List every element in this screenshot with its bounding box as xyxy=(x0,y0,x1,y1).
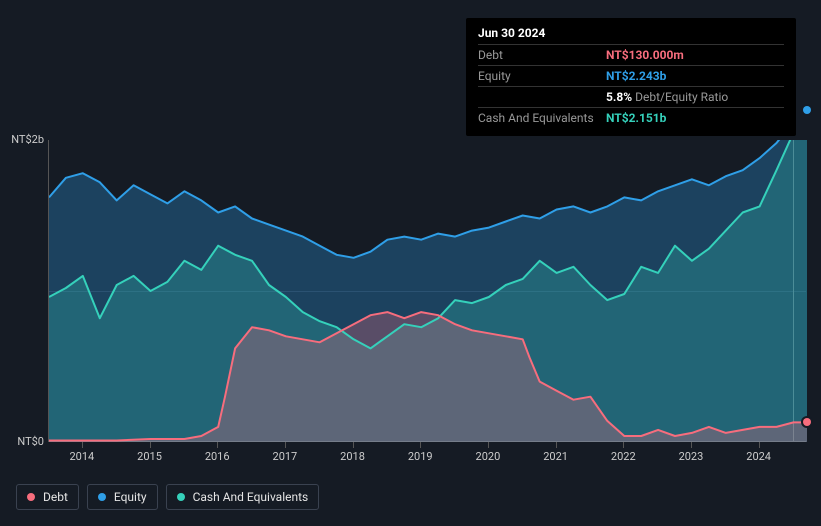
x-axis-label: 2019 xyxy=(408,450,433,463)
x-axis-label: 2021 xyxy=(543,450,568,463)
legend-item-cash-and-equivalents[interactable]: Cash And Equivalents xyxy=(166,484,320,510)
y-axis-label: NT$0 xyxy=(4,435,44,448)
legend-item-label: Cash And Equivalents xyxy=(193,490,309,504)
tooltip-row: Cash And EquivalentsNT$2.151b xyxy=(478,108,784,128)
x-axis-tick xyxy=(759,442,760,448)
x-axis-tick xyxy=(488,442,489,448)
series-end-marker xyxy=(803,106,811,114)
x-axis-label: 2016 xyxy=(205,450,230,463)
x-axis-tick xyxy=(623,442,624,448)
x-axis-tick xyxy=(285,442,286,448)
tooltip-row: DebtNT$130.000m xyxy=(478,45,784,66)
x-axis-label: 2014 xyxy=(69,450,94,463)
tooltip-row-value: NT$2.243b xyxy=(606,69,666,83)
x-axis-tick xyxy=(82,442,83,448)
tooltip-row-label: Cash And Equivalents xyxy=(478,111,606,125)
x-axis-label: 2017 xyxy=(273,450,298,463)
legend-item-label: Equity xyxy=(114,490,147,504)
x-axis-label: 2018 xyxy=(340,450,365,463)
legend-dot-icon xyxy=(177,493,185,501)
tooltip-row-label: Equity xyxy=(478,69,606,83)
x-axis-tick xyxy=(420,442,421,448)
tooltip-row: 5.8% Debt/Equity Ratio xyxy=(478,87,784,108)
legend-dot-icon xyxy=(98,493,106,501)
x-axis-label: 2023 xyxy=(679,450,704,463)
tooltip-row-value: 5.8% Debt/Equity Ratio xyxy=(606,90,728,104)
legend-item-debt[interactable]: Debt xyxy=(16,484,79,510)
tooltip-row-label: Debt xyxy=(478,48,606,62)
tooltip-date: Jun 30 2024 xyxy=(478,26,784,45)
series-end-marker xyxy=(803,418,811,426)
legend-item-label: Debt xyxy=(43,490,68,504)
tooltip-row-value: NT$2.151b xyxy=(606,111,666,125)
x-axis-tick xyxy=(150,442,151,448)
chart-plot[interactable] xyxy=(48,140,806,442)
x-axis-label: 2024 xyxy=(746,450,771,463)
x-axis-label: 2022 xyxy=(611,450,636,463)
x-axis-label: 2015 xyxy=(137,450,162,463)
legend-item-equity[interactable]: Equity xyxy=(87,484,158,510)
chart-legend: Debt Equity Cash And Equivalents xyxy=(16,484,319,510)
y-axis-label: NT$2b xyxy=(4,133,44,146)
x-axis-tick xyxy=(353,442,354,448)
legend-dot-icon xyxy=(27,493,35,501)
tooltip-row-label xyxy=(478,90,606,104)
x-axis-tick xyxy=(556,442,557,448)
chart-tooltip: Jun 30 2024DebtNT$130.000mEquityNT$2.243… xyxy=(466,18,796,136)
x-axis-label: 2020 xyxy=(476,450,501,463)
x-axis-tick xyxy=(217,442,218,448)
chart-svg xyxy=(49,140,807,442)
tooltip-row: EquityNT$2.243b xyxy=(478,66,784,87)
tooltip-row-value: NT$130.000m xyxy=(606,48,684,62)
x-axis-tick xyxy=(691,442,692,448)
